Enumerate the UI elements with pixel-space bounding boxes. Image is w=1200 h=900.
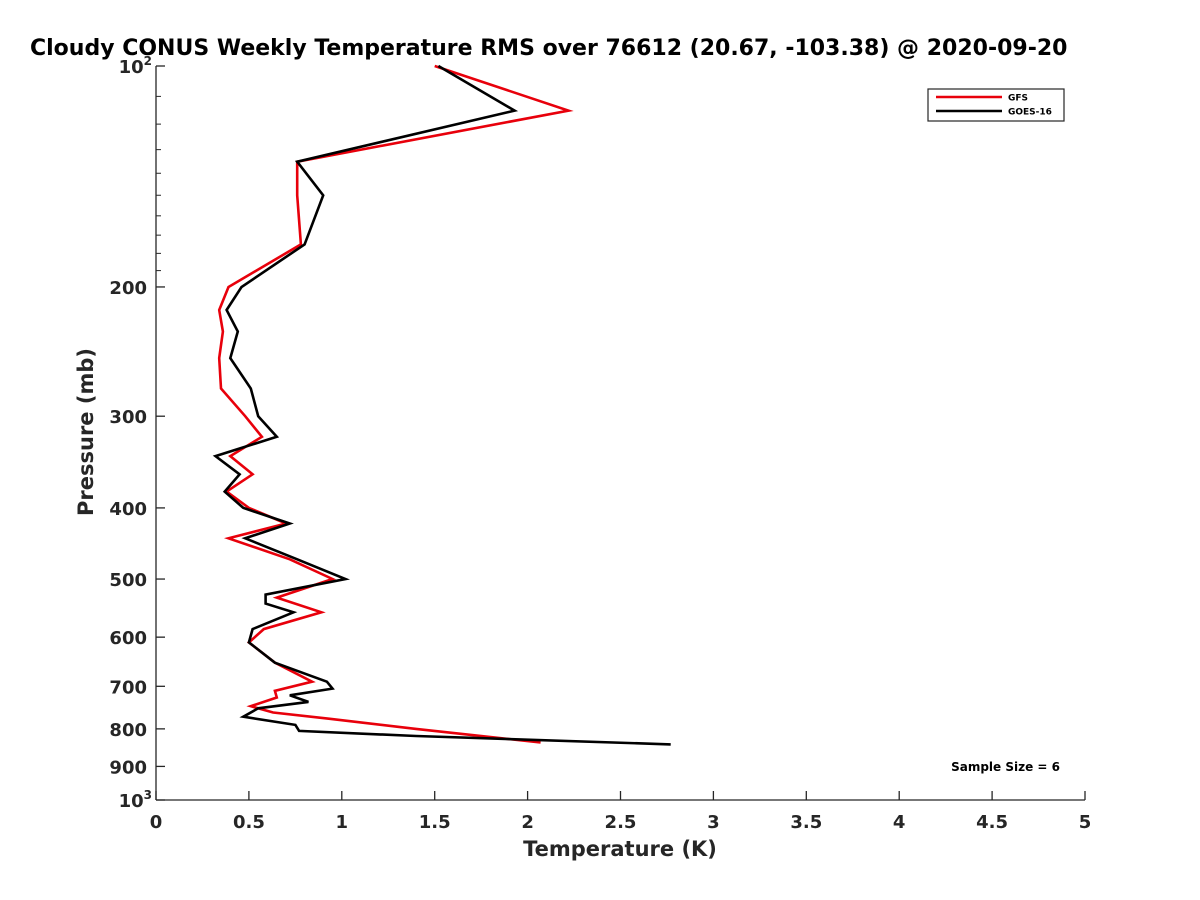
x-tick-label: 2 [521,812,534,833]
y-tick-label: 700 [109,677,147,698]
legend-box [927,88,1065,122]
legend-label: GFS [1008,94,1028,104]
y-tick-label: 102 [119,54,152,78]
y-tick-label: 400 [109,499,147,520]
x-tick-label: 4 [893,812,906,833]
legend-label: GOES-16 [1008,108,1052,118]
x-tick-label: 5 [1079,812,1092,833]
y-tick-label: 103 [119,788,152,812]
sample-size-annotation: Sample Size = 6 [951,760,1060,774]
axes-layer: 0 0.5 1 1.5 2 2.5 3 3.5 4 4.5 5 102 200 300 400 500 600 7… [109,54,1091,833]
series-line-goes-16 [212,64,671,746]
series-layer [212,64,671,746]
y-tick-label: 500 [109,570,147,591]
x-tick-label: 0.5 [233,812,265,833]
x-axis-label: Temperature (K) [523,837,717,861]
y-tick-label: 300 [109,407,147,428]
x-tick-label: 1 [336,812,349,833]
x-tick-label: 0 [150,812,163,833]
x-tick-label: 1.5 [419,812,451,833]
legend: GFS GOES-16 [927,88,1065,122]
y-tick-label: 800 [109,720,147,741]
y-axis-label: Pressure (mb) [74,348,98,516]
x-tick-label: 2.5 [605,812,637,833]
y-tick-label: 600 [109,628,147,649]
x-tick-label: 4.5 [976,812,1008,833]
chart-title: Cloudy CONUS Weekly Temperature RMS over… [30,36,1067,61]
x-tick-label: 3 [707,812,720,833]
y-tick-label: 200 [109,278,147,299]
x-tick-label: 3.5 [790,812,822,833]
y-tick-label: 900 [109,757,147,778]
